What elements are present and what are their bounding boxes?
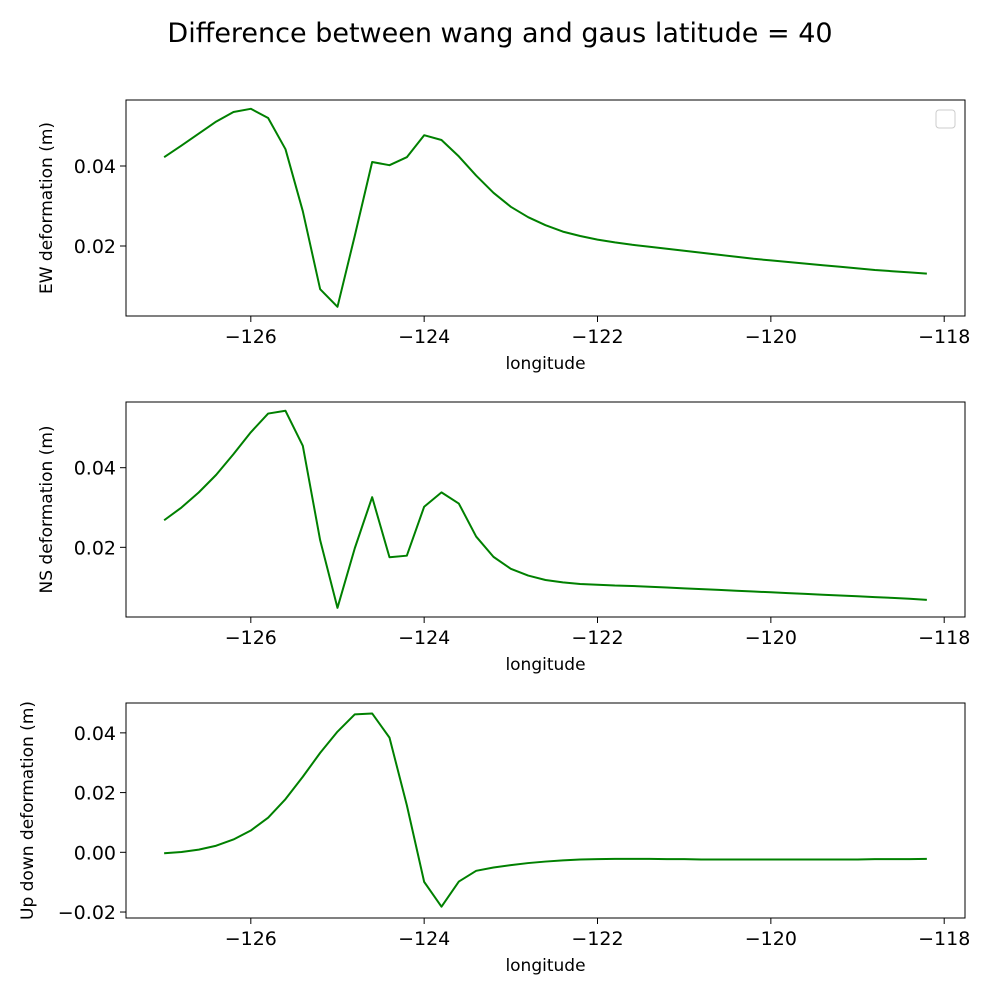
subplot-2-xtick-label: −118 [918, 627, 970, 649]
subplot-1-xtick-label: −118 [918, 326, 970, 348]
figure-title: Difference between wang and gaus latitud… [167, 18, 832, 49]
subplot-1-xlabel: longitude [505, 354, 585, 374]
subplot-1-xtick-label: −120 [745, 326, 797, 348]
subplot-2-ytick-label: 0.02 [74, 537, 116, 559]
subplot-3-series-line [164, 712, 927, 908]
subplot-1-ytick-label: 0.04 [74, 156, 116, 178]
subplot-1-ytick-label: 0.02 [74, 236, 116, 258]
subplot-3: −126 −124 −122 −120 −118 −0.02 0.00 0.02 0.04 lon… [18, 701, 970, 976]
subplot-3-xtick-label: −118 [918, 928, 970, 950]
subplot-2-axes-frame [125, 401, 966, 618]
subplot-3-ytick-label: −0.02 [58, 902, 116, 924]
subplot-2: −126 −124 −122 −120 −118 0.02 0.04 longitude NS … [37, 401, 970, 675]
subplot-3-xlabel: longitude [505, 956, 585, 976]
subplot-2-series-line [163, 409, 927, 609]
subplot-2-xtick-label: −126 [225, 627, 277, 649]
subplot-grid: −126 −124 −122 −120 −118 0.02 0.04 longitude EW … [18, 99, 970, 976]
subplot-3-xtick-label: −126 [225, 928, 277, 950]
subplot-2-xlabel: longitude [505, 655, 585, 675]
subplot-2-ytick-label: 0.04 [74, 458, 116, 480]
subplot-1-axes-frame [125, 99, 966, 317]
subplot-1-xtick-label: −124 [398, 326, 450, 348]
subplot-2-xtick-label: −124 [398, 627, 450, 649]
subplot-3-xtick-label: −122 [571, 928, 623, 950]
subplot-3-ylabel: Up down deformation (m) [18, 701, 38, 920]
subplot-2-ylabel: NS deformation (m) [37, 425, 57, 593]
subplot-1-legend [935, 109, 956, 129]
subplot-2-xtick-label: −122 [571, 627, 623, 649]
subplot-3-axes-frame [125, 702, 966, 919]
subplot-3-ytick-label: 0.00 [74, 842, 116, 864]
subplot-1: −126 −124 −122 −120 −118 0.02 0.04 longitude EW … [37, 99, 970, 374]
subplot-1-xtick-label: −126 [225, 326, 277, 348]
subplot-3-ytick-label: 0.02 [74, 783, 116, 805]
subplot-3-xtick-label: −120 [745, 928, 797, 950]
subplot-1-ylabel: EW deformation (m) [37, 122, 57, 294]
subplot-1-xtick-label: −122 [571, 326, 623, 348]
subplot-1-series-line [163, 107, 927, 308]
subplot-2-xtick-label: −120 [745, 627, 797, 649]
subplot-3-ytick-label: 0.04 [74, 723, 116, 745]
subplot-3-xtick-label: −124 [398, 928, 450, 950]
